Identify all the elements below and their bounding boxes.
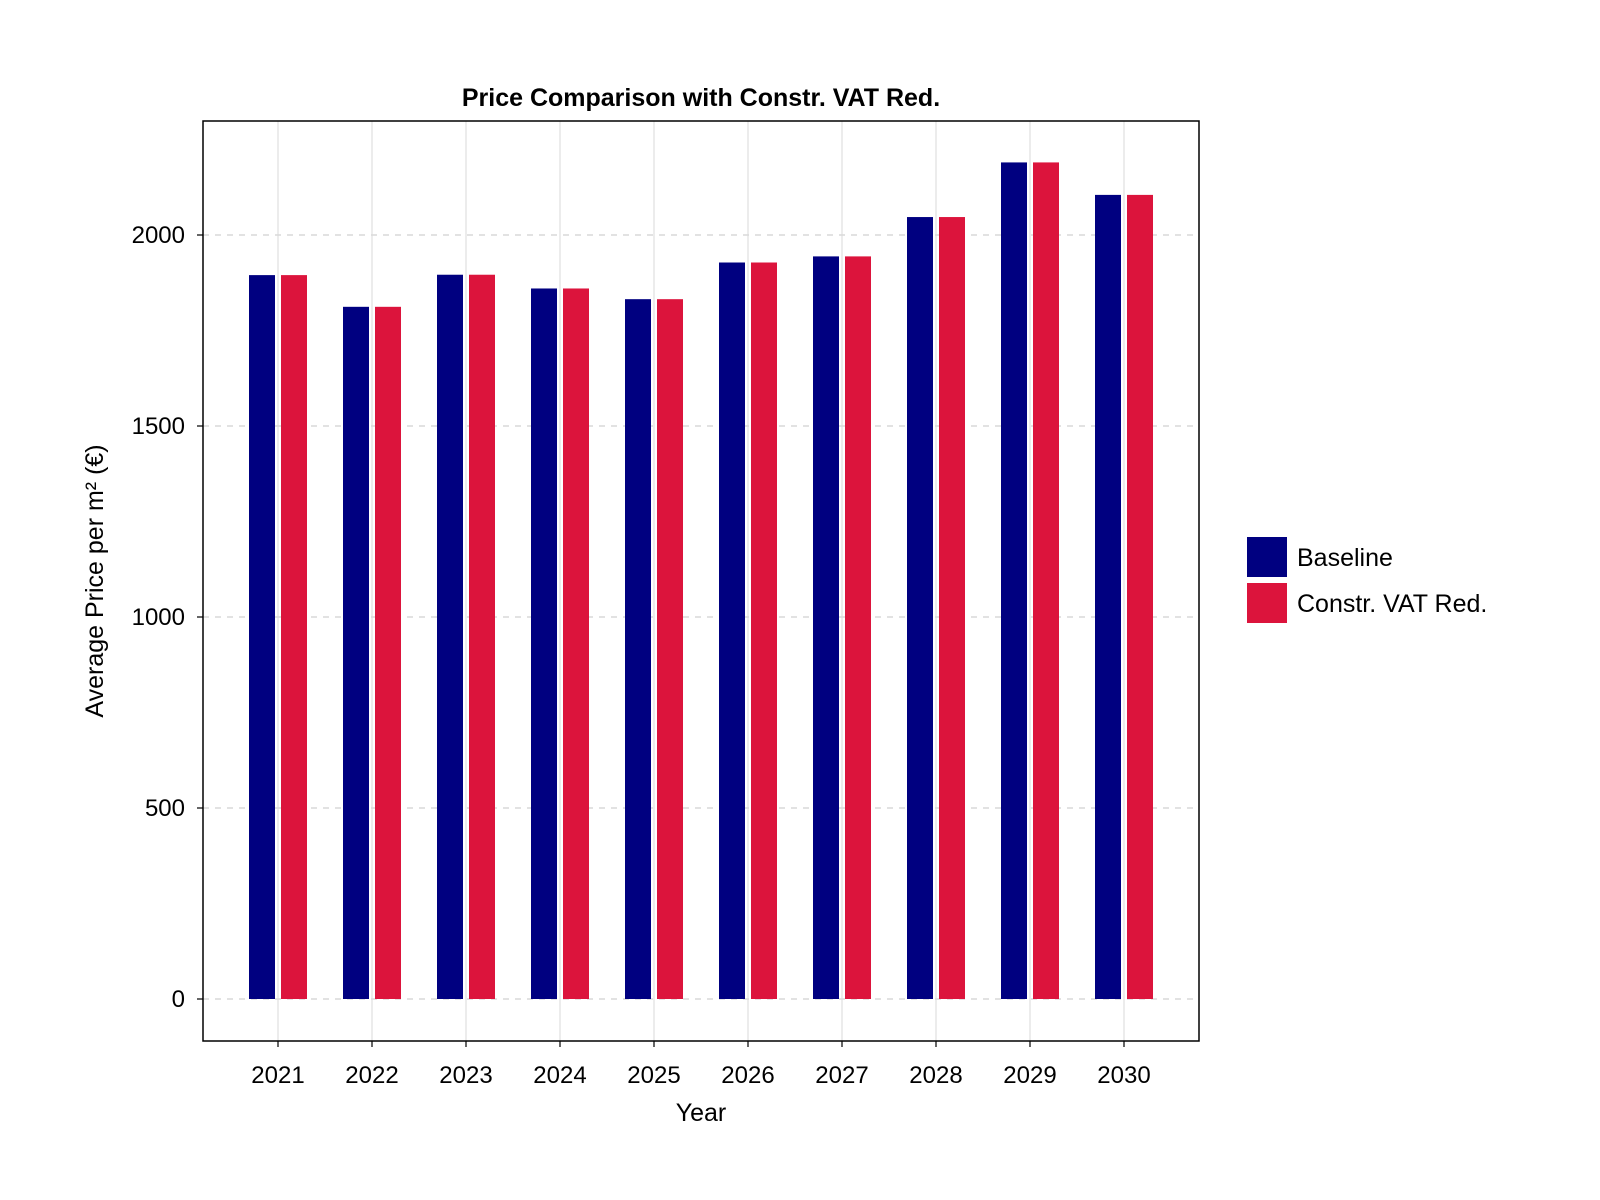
y-tick-label: 1500 [132, 413, 185, 440]
bar-constr-vat-red-2023 [469, 274, 495, 999]
x-tick-label: 2028 [909, 1062, 962, 1089]
plot-area-frame [202, 120, 1200, 1042]
bar-baseline-2030 [1095, 194, 1121, 999]
x-tick-label: 2021 [251, 1062, 304, 1089]
y-axis-label: Average Price per m² (€) [81, 444, 109, 717]
bar-constr-vat-red-2028 [939, 217, 965, 999]
x-tick-label: 2023 [439, 1062, 492, 1089]
bar-constr-vat-red-2029 [1033, 162, 1059, 1000]
bar-constr-vat-red-2027 [845, 256, 871, 1000]
legend-label: Constr. VAT Red. [1297, 590, 1487, 618]
y-tick-label: 500 [145, 795, 185, 822]
bar-baseline-2025 [625, 299, 651, 999]
y-tick-label: 0 [172, 986, 185, 1013]
bar-baseline-2024 [531, 288, 557, 1000]
x-axis-label: Year [676, 1099, 727, 1127]
y-axis-ticks: 0 500 1000 1500 2000 [132, 222, 203, 1013]
y-tick-label: 1000 [132, 604, 185, 631]
legend: Baseline Constr. VAT Red. [1247, 537, 1487, 623]
bar-constr-vat-red-2025 [657, 299, 683, 999]
bar-baseline-2023 [437, 274, 463, 999]
bar-group [249, 162, 1153, 1000]
bar-constr-vat-red-2021 [281, 275, 307, 999]
legend-swatch [1247, 537, 1287, 577]
y-tick-label: 2000 [132, 222, 185, 249]
bar-baseline-2027 [813, 256, 839, 1000]
x-tick-label: 2030 [1097, 1062, 1150, 1089]
bar-baseline-2026 [719, 262, 745, 999]
x-axis-ticks: 2021 2022 2023 2024 2025 2026 2027 2028 2029 2030 [251, 1041, 1151, 1089]
bar-constr-vat-red-2024 [563, 288, 589, 1000]
x-tick-label: 2029 [1003, 1062, 1056, 1089]
legend-swatch [1247, 583, 1287, 623]
x-tick-label: 2025 [627, 1062, 680, 1089]
bar-baseline-2022 [343, 306, 369, 999]
bar-constr-vat-red-2026 [751, 262, 777, 999]
chart-title: Price Comparison with Constr. VAT Red. [462, 84, 940, 112]
x-tick-label: 2026 [721, 1062, 774, 1089]
legend-label: Baseline [1297, 544, 1393, 572]
x-tick-label: 2027 [815, 1062, 868, 1089]
bar-baseline-2029 [1001, 162, 1027, 1000]
x-tick-label: 2022 [345, 1062, 398, 1089]
bar-baseline-2021 [249, 275, 275, 999]
bar-constr-vat-red-2022 [375, 306, 401, 999]
x-tick-label: 2024 [533, 1062, 586, 1089]
bar-baseline-2028 [907, 217, 933, 999]
bar-constr-vat-red-2030 [1127, 194, 1153, 999]
